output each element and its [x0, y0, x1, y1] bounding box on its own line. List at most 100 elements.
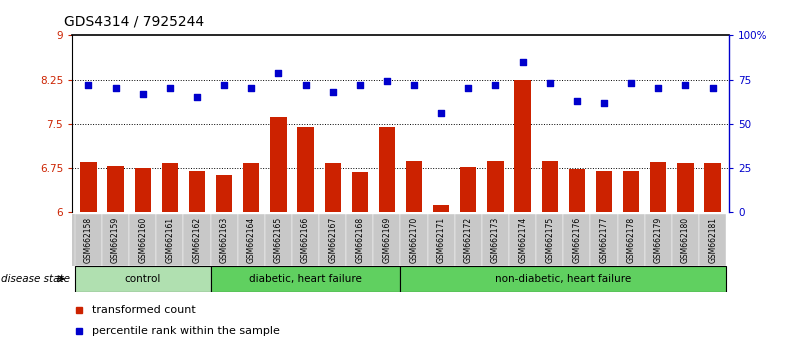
Text: GDS4314 / 7925244: GDS4314 / 7925244: [64, 14, 204, 28]
Bar: [455, 214, 482, 266]
Bar: [705, 164, 721, 212]
Bar: [541, 161, 558, 212]
Bar: [569, 169, 585, 212]
Bar: [400, 214, 428, 266]
Bar: [373, 214, 400, 266]
Text: GSM662166: GSM662166: [301, 217, 310, 263]
Bar: [324, 164, 340, 212]
Text: GSM662161: GSM662161: [165, 217, 175, 263]
Point: [109, 86, 122, 91]
Bar: [487, 161, 504, 212]
Point: [516, 59, 529, 65]
Point: [218, 82, 231, 88]
Text: GSM662177: GSM662177: [600, 217, 609, 263]
Text: transformed count: transformed count: [92, 305, 195, 315]
Text: GSM662176: GSM662176: [573, 217, 582, 263]
Text: percentile rank within the sample: percentile rank within the sample: [92, 326, 280, 336]
Text: GSM662164: GSM662164: [247, 217, 256, 263]
Bar: [563, 214, 590, 266]
Bar: [216, 175, 232, 212]
Point: [543, 80, 556, 86]
Text: GSM662181: GSM662181: [708, 217, 717, 263]
Bar: [509, 214, 536, 266]
Bar: [319, 214, 346, 266]
Bar: [536, 214, 563, 266]
Bar: [189, 171, 205, 212]
Bar: [183, 214, 211, 266]
Bar: [379, 127, 395, 212]
Text: non-diabetic, heart failure: non-diabetic, heart failure: [495, 274, 631, 284]
Bar: [618, 214, 645, 266]
Text: GSM662158: GSM662158: [84, 217, 93, 263]
Point: [598, 100, 610, 105]
Bar: [400, 266, 727, 292]
Text: disease state: disease state: [1, 274, 70, 284]
Text: GSM662179: GSM662179: [654, 217, 663, 263]
Text: control: control: [124, 274, 161, 284]
Bar: [672, 214, 699, 266]
Point: [380, 79, 393, 84]
Bar: [699, 214, 727, 266]
Point: [299, 82, 312, 88]
Bar: [211, 214, 238, 266]
Bar: [270, 117, 287, 212]
Bar: [238, 214, 265, 266]
Text: GSM662162: GSM662162: [192, 217, 201, 263]
Text: GSM662172: GSM662172: [464, 217, 473, 263]
Bar: [645, 214, 672, 266]
Bar: [211, 266, 400, 292]
Bar: [352, 172, 368, 212]
Bar: [623, 171, 639, 212]
Point: [462, 86, 475, 91]
Bar: [74, 214, 102, 266]
Point: [652, 86, 665, 91]
Bar: [156, 214, 183, 266]
Bar: [650, 162, 666, 212]
Text: GSM662170: GSM662170: [409, 217, 419, 263]
Bar: [433, 205, 449, 212]
Bar: [346, 214, 373, 266]
Bar: [406, 161, 422, 212]
Text: GSM662159: GSM662159: [111, 217, 120, 263]
Point: [679, 82, 692, 88]
Text: GSM662178: GSM662178: [626, 217, 636, 263]
Text: GSM662168: GSM662168: [356, 217, 364, 263]
Point: [435, 110, 448, 116]
Text: GSM662165: GSM662165: [274, 217, 283, 263]
Bar: [596, 171, 612, 212]
Point: [245, 86, 258, 91]
Bar: [514, 80, 531, 212]
Text: GSM662180: GSM662180: [681, 217, 690, 263]
Bar: [162, 164, 178, 212]
Point: [191, 95, 203, 100]
Bar: [129, 214, 156, 266]
Point: [625, 80, 638, 86]
Text: GSM662160: GSM662160: [138, 217, 147, 263]
Bar: [135, 168, 151, 212]
Point: [408, 82, 421, 88]
Bar: [461, 167, 477, 212]
Text: GSM662174: GSM662174: [518, 217, 527, 263]
Bar: [74, 266, 211, 292]
Bar: [292, 214, 319, 266]
Text: GSM662171: GSM662171: [437, 217, 445, 263]
Point: [706, 86, 719, 91]
Text: GSM662175: GSM662175: [545, 217, 554, 263]
Bar: [297, 127, 314, 212]
Bar: [590, 214, 618, 266]
Point: [353, 82, 366, 88]
Bar: [482, 214, 509, 266]
Point: [272, 70, 285, 75]
Bar: [265, 214, 292, 266]
Bar: [107, 166, 123, 212]
Point: [570, 98, 583, 104]
Bar: [80, 162, 96, 212]
Text: GSM662163: GSM662163: [219, 217, 228, 263]
Point: [136, 91, 149, 97]
Point: [163, 86, 176, 91]
Bar: [428, 214, 455, 266]
Text: GSM662173: GSM662173: [491, 217, 500, 263]
Text: diabetic, heart failure: diabetic, heart failure: [249, 274, 362, 284]
Text: GSM662167: GSM662167: [328, 217, 337, 263]
Point: [82, 82, 95, 88]
